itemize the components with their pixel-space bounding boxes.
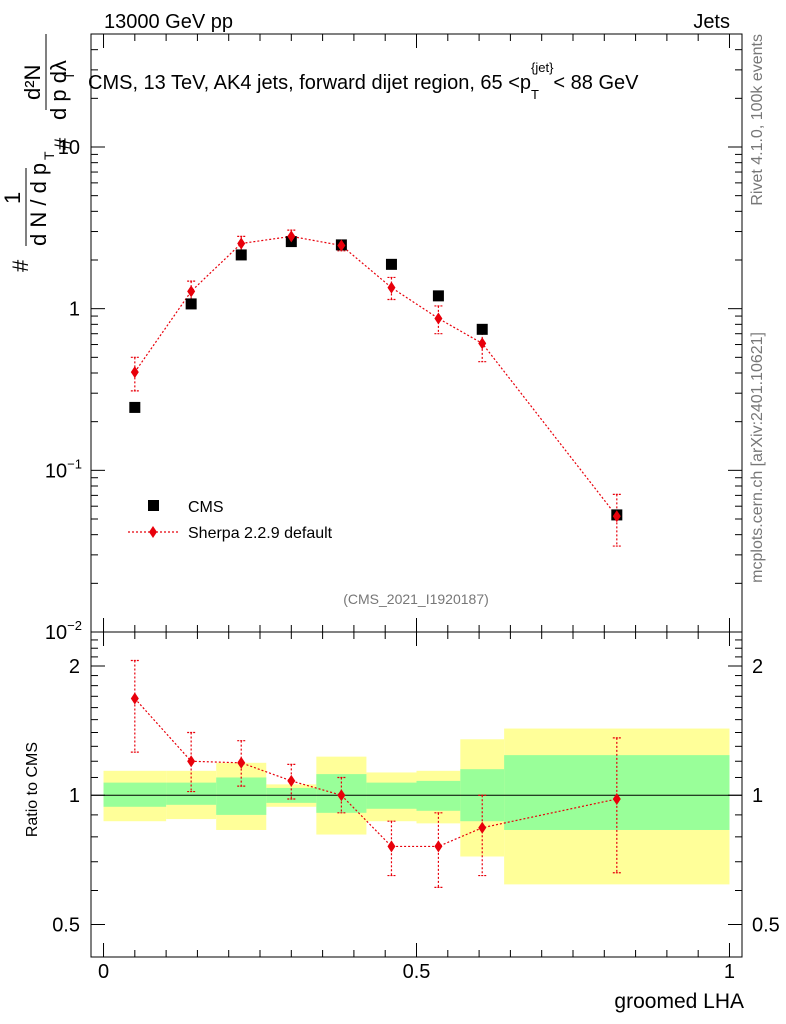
sherpa-point (237, 237, 246, 250)
cms-point (185, 298, 197, 310)
ratio-point (434, 840, 443, 853)
bottom-ytick-label-right: 2 (752, 656, 763, 678)
top-ytick-label: 10 (58, 137, 80, 159)
cms-point (432, 290, 444, 302)
sherpa-point (130, 366, 139, 379)
bottom-ytick-label-right: 1 (752, 785, 763, 807)
title-main: CMS, 13 TeV, AK4 jets, forward dijet reg… (88, 72, 531, 94)
ylabel-t1: T (41, 151, 57, 160)
top-ytick-label: 10−2 (45, 618, 82, 644)
ylabel-hash-2: # (50, 137, 75, 150)
bottom-axis-ticks (91, 632, 742, 957)
top-ytick-label: 1 (69, 299, 80, 321)
title-tail: < 88 GeV (553, 72, 639, 94)
category-label: Jets (693, 11, 730, 33)
title-sub: T (531, 87, 539, 102)
ylabel-t2: T (61, 71, 77, 80)
bottom-panel: 0.5 0.51 12 2 0 0.5 1 Ratio to CMS groomed LH… (24, 631, 780, 1013)
cms-point (476, 323, 488, 335)
x-tick-label: 1 (724, 961, 735, 983)
ratio-bands (103, 728, 730, 885)
bottom-ytick-label-left: 2 (69, 656, 80, 678)
bottom-y-tick-labels: 0.5 0.5 1 1 2 2 (52, 656, 780, 936)
legend-sherpa-marker (149, 526, 157, 538)
legend-sherpa-label: Sherpa 2.2.9 default (188, 525, 333, 542)
sherpa-point (387, 281, 396, 294)
bottom-ytick-label-right: 0.5 (752, 914, 780, 936)
legend: CMS Sherpa 2.2.9 default (128, 499, 333, 542)
ratio-point (287, 774, 296, 787)
ratio-point (387, 840, 396, 853)
cms-point (235, 249, 247, 261)
top-panel-frame (90, 33, 743, 633)
ratio-point (237, 756, 246, 769)
sherpa-point (478, 337, 487, 350)
legend-cms-label: CMS (188, 499, 224, 516)
ratio-point (478, 821, 487, 834)
x-tick-label: 0 (98, 961, 109, 983)
ylabel-dn: d N / d p (26, 163, 51, 246)
rivet-label: Rivet 4.1.0, 100k events (749, 34, 766, 206)
top-panel: 10−2 10−1 1 10 (CMS_2021_I1920187) CMS, 13 … (45, 33, 743, 644)
ratio-line (134, 698, 617, 848)
ylabel-one: 1 (0, 192, 25, 204)
sherpa-point (287, 230, 296, 243)
bottom-ytick-label-left: 0.5 (52, 914, 80, 936)
ratio-band-green (103, 782, 167, 807)
top-data-layer (129, 229, 623, 547)
x-tick-labels: 0 0.5 1 (98, 961, 735, 983)
top-axis-ticks (91, 33, 742, 633)
sherpa-point (187, 285, 196, 298)
sherpa-point (612, 510, 621, 523)
top-y-tick-labels: 10−2 10−1 1 10 (45, 137, 82, 644)
cms-point (385, 258, 397, 270)
ylabel-hash-1: # (8, 259, 33, 272)
x-tick-label: 0.5 (403, 961, 431, 983)
ratio-band-green (166, 782, 217, 805)
sherpa-point (434, 312, 443, 325)
sherpa-point (337, 239, 346, 252)
title-sup: {jet} (531, 60, 554, 75)
bottom-data-layer (130, 659, 621, 889)
mcplots-label: mcplots.cern.ch [arXiv:2401.10621] (749, 332, 766, 583)
legend-cms-marker (148, 500, 159, 511)
watermark: (CMS_2021_I1920187) (343, 591, 489, 607)
sherpa-line (134, 235, 618, 517)
cms-point (129, 401, 141, 413)
ratio-y-label: Ratio to CMS (24, 742, 41, 837)
ratio-band-green (416, 780, 461, 811)
ratio-point (612, 793, 621, 806)
chart-title: CMS, 13 TeV, AK4 jets, forward dijet reg… (88, 60, 639, 102)
top-y-label: # 1 d N / d p T # d²N d p dλ T (0, 34, 77, 272)
energy-label: 13000 GeV pp (104, 11, 233, 33)
ratio-band-green (216, 777, 267, 815)
ratio-point (130, 692, 139, 705)
top-ytick-label: 10−1 (45, 456, 82, 482)
x-axis-label: groomed LHA (614, 990, 744, 1013)
bottom-ytick-label-left: 1 (69, 785, 80, 807)
ratio-point (337, 789, 346, 802)
ylabel-d2n: d²N (20, 65, 45, 100)
ratio-point (187, 755, 196, 768)
ylabel-dpdl: d p dλ (46, 60, 71, 120)
